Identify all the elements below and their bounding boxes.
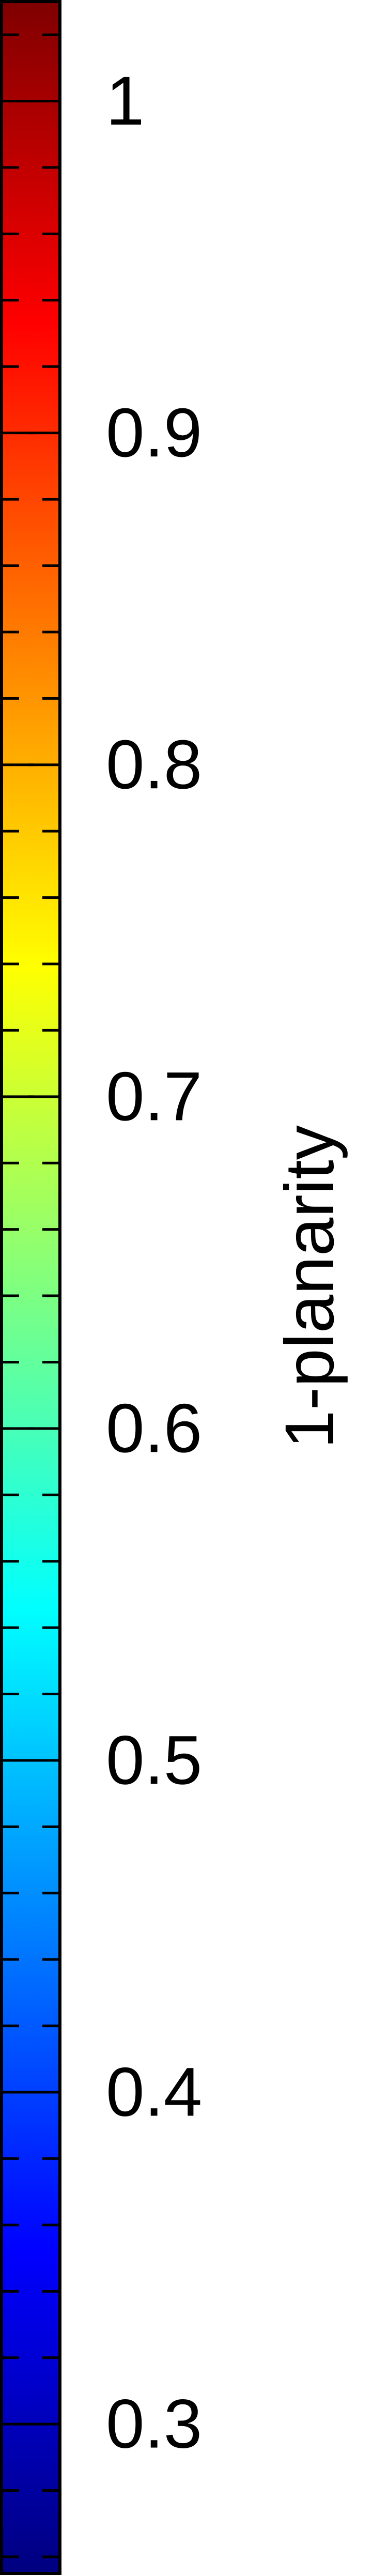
colorbar-tick-labels: 0.3 0.4 0.5 0.6 0.7 0.8 0.9 1 [106, 63, 202, 2462]
tick-label: 0.6 [106, 1390, 202, 1467]
colorbar-ticks [2, 33, 60, 2558]
colorbar-frame [0, 0, 61, 2575]
tick-label: 0.8 [106, 726, 202, 803]
tick-label: 1 [106, 63, 145, 140]
tick-label: 0.9 [106, 394, 202, 471]
colorbar-gradient [2, 2, 60, 2573]
tick-label: 0.7 [106, 1058, 202, 1135]
tick-label: 0.5 [106, 1722, 202, 1799]
colorbar-axis-label: 1-planarity [271, 1125, 348, 1449]
tick-label: 0.3 [106, 2386, 202, 2463]
tick-label: 0.4 [106, 2054, 202, 2131]
